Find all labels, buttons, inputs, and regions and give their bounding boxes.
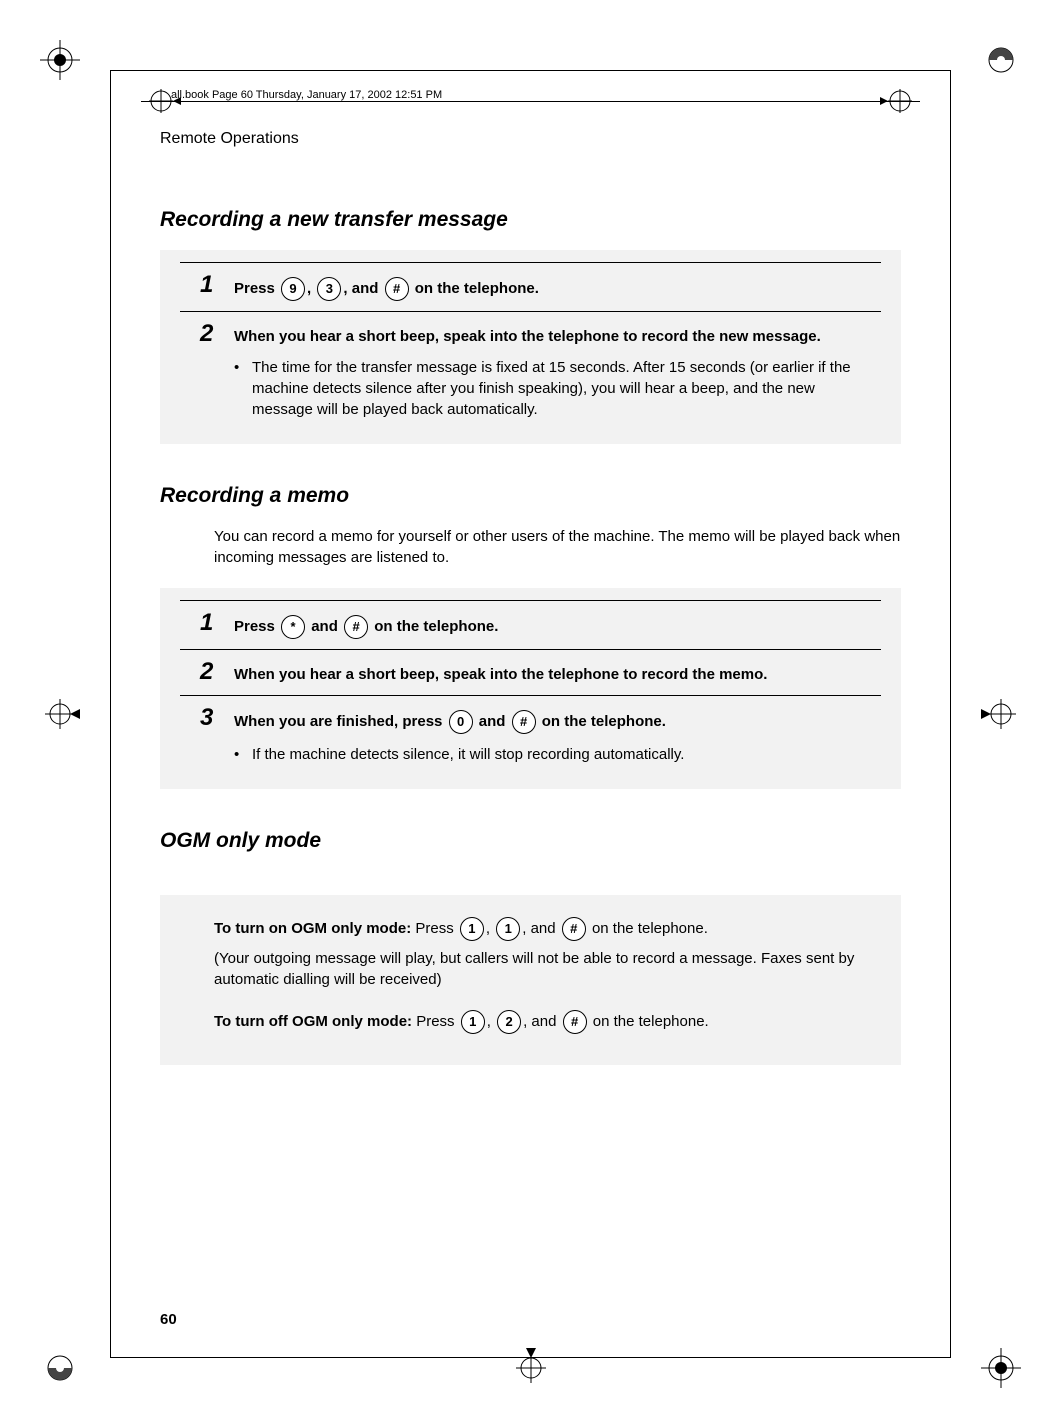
running-header: Remote Operations	[160, 130, 901, 148]
page-content: Remote Operations Recording a new transf…	[160, 130, 901, 1065]
crop-mark-icon	[981, 694, 1021, 734]
bullet-icon: •	[234, 744, 252, 765]
ogm-block: To turn on OGM only mode: Press 1, 1, an…	[160, 895, 901, 1065]
memo-step-1: 1 Press * and # on the telephone.	[180, 600, 881, 649]
step-number: 1	[200, 273, 234, 297]
step-text: Press * and # on the telephone.	[234, 611, 498, 639]
memo-steps-block: 1 Press * and # on the telephone. 2 When…	[160, 588, 901, 789]
step-number: 3	[200, 706, 234, 730]
key-icon: 3	[317, 277, 341, 301]
header-rule	[141, 101, 920, 102]
section-title-memo: Recording a memo	[160, 484, 901, 508]
key-icon: 1	[496, 917, 520, 941]
section-title-transfer: Recording a new transfer message	[160, 208, 901, 232]
crop-mark-icon	[40, 1348, 80, 1388]
memo-step-2: 2 When you hear a short beep, speak into…	[180, 649, 881, 695]
key-icon: #	[385, 277, 409, 301]
ogm-on-note: (Your outgoing message will play, but ca…	[214, 948, 861, 990]
crop-mark-icon	[981, 1348, 1021, 1388]
key-icon: *	[281, 615, 305, 639]
bullet-item: • If the machine detects silence, it wil…	[200, 744, 861, 765]
step-number: 1	[200, 611, 234, 635]
bullet-item: • The time for the transfer message is f…	[200, 357, 861, 420]
key-icon: 1	[461, 1010, 485, 1034]
memo-intro: You can record a memo for yourself or ot…	[214, 526, 901, 568]
crop-mark-icon	[981, 40, 1021, 80]
key-icon: 1	[460, 917, 484, 941]
ogm-on-label: To turn on OGM only mode:	[214, 920, 411, 937]
bullet-text: The time for the transfer message is fix…	[252, 357, 861, 420]
key-icon: #	[562, 917, 586, 941]
step-text: Press 9, 3, and # on the telephone.	[234, 273, 539, 301]
bullet-text: If the machine detects silence, it will …	[252, 744, 684, 765]
ogm-off-row: To turn off OGM only mode: Press 1, 2, a…	[214, 1008, 861, 1035]
header-decor-icon	[880, 81, 920, 126]
memo-step-3: 3 When you are finished, press 0 and # o…	[180, 695, 881, 775]
step-text: When you hear a short beep, speak into t…	[234, 660, 767, 685]
transfer-step-2: 2 When you hear a short beep, speak into…	[180, 311, 881, 430]
bullet-icon: •	[234, 357, 252, 420]
step-text: When you are finished, press 0 and # on …	[234, 706, 666, 734]
section-title-ogm: OGM only mode	[160, 829, 901, 853]
transfer-step-1: 1 Press 9, 3, and # on the telephone.	[180, 262, 881, 311]
transfer-steps-block: 1 Press 9, 3, and # on the telephone. 2 …	[160, 250, 901, 444]
crop-mark-icon	[40, 694, 80, 734]
key-icon: 0	[449, 710, 473, 734]
ogm-on-row: To turn on OGM only mode: Press 1, 1, an…	[214, 915, 861, 942]
key-icon: #	[344, 615, 368, 639]
file-info-text: all.book Page 60 Thursday, January 17, 2…	[171, 89, 442, 101]
key-icon: #	[512, 710, 536, 734]
step-number: 2	[200, 322, 234, 346]
key-icon: 2	[497, 1010, 521, 1034]
key-icon: #	[563, 1010, 587, 1034]
ogm-off-label: To turn off OGM only mode:	[214, 1013, 412, 1030]
key-icon: 9	[281, 277, 305, 301]
step-text: When you hear a short beep, speak into t…	[234, 322, 821, 347]
header-decor-icon	[141, 81, 181, 126]
crop-mark-icon	[40, 40, 80, 80]
page-number: 60	[160, 1311, 177, 1328]
step-number: 2	[200, 660, 234, 684]
